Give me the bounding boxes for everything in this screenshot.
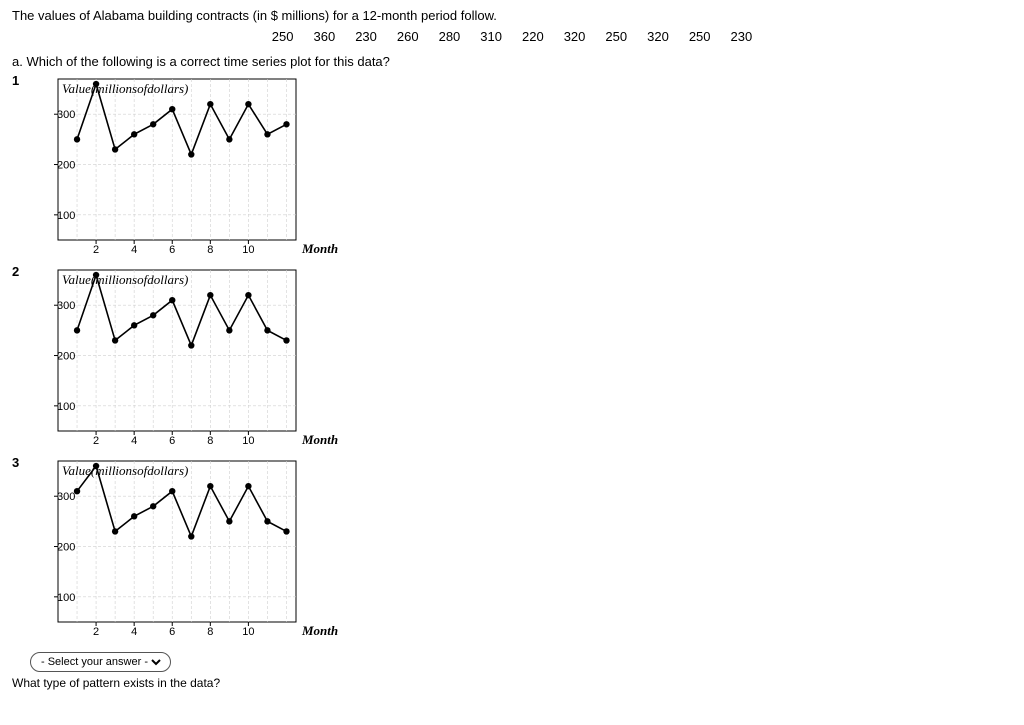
data-value: 310 bbox=[480, 29, 502, 44]
time-series-chart: 100 200 300 2 4 6 8 10 Value(millionsofdollars) M… bbox=[30, 455, 350, 640]
svg-text:8: 8 bbox=[207, 435, 213, 447]
data-values-row: 250 360 230 260 280 310 220 320 250 320 250 230 bbox=[12, 29, 1012, 44]
svg-text:Value(millionsofdollars): Value(millionsofdollars) bbox=[62, 272, 188, 287]
chart-number: 2 bbox=[12, 264, 30, 279]
data-value: 260 bbox=[397, 29, 419, 44]
svg-text:100: 100 bbox=[57, 401, 75, 413]
svg-text:4: 4 bbox=[131, 244, 137, 256]
data-value: 250 bbox=[272, 29, 294, 44]
answer-select[interactable]: - Select your answer - bbox=[37, 655, 164, 669]
svg-text:8: 8 bbox=[207, 244, 213, 256]
data-value: 230 bbox=[731, 29, 753, 44]
intro-text: The values of Alabama building contracts… bbox=[12, 8, 1012, 23]
svg-text:200: 200 bbox=[57, 160, 75, 172]
svg-text:4: 4 bbox=[131, 626, 137, 638]
chart-number: 3 bbox=[12, 455, 30, 470]
svg-text:300: 300 bbox=[57, 300, 75, 312]
svg-text:6: 6 bbox=[169, 244, 175, 256]
svg-text:6: 6 bbox=[169, 435, 175, 447]
svg-text:Value(millionsofdollars): Value(millionsofdollars) bbox=[62, 81, 188, 96]
data-value: 250 bbox=[605, 29, 627, 44]
data-value: 230 bbox=[355, 29, 377, 44]
chart-block: 3 100 200 300 2 4 6 8 10 Value(millionsofdollars)… bbox=[12, 455, 1012, 640]
charts-container: 1 100 200 300 2 4 6 8 10 Value(millionsofdollars)… bbox=[12, 73, 1012, 640]
svg-text:2: 2 bbox=[93, 626, 99, 638]
svg-text:10: 10 bbox=[242, 435, 254, 447]
svg-text:100: 100 bbox=[57, 592, 75, 604]
question-a: a. Which of the following is a correct t… bbox=[12, 54, 1012, 69]
svg-text:6: 6 bbox=[169, 626, 175, 638]
svg-text:Value(millionsofdollars): Value(millionsofdollars) bbox=[62, 463, 188, 478]
svg-text:200: 200 bbox=[57, 351, 75, 363]
chart-block: 1 100 200 300 2 4 6 8 10 Value(millionsofdollars)… bbox=[12, 73, 1012, 258]
svg-text:200: 200 bbox=[57, 542, 75, 554]
time-series-chart: 100 200 300 2 4 6 8 10 Value(millionsofdollars) M… bbox=[30, 264, 350, 449]
svg-text:2: 2 bbox=[93, 244, 99, 256]
cutoff-question: What type of pattern exists in the data? bbox=[12, 676, 1012, 690]
svg-text:Month: Month bbox=[301, 241, 338, 256]
svg-text:100: 100 bbox=[57, 210, 75, 222]
svg-text:Month: Month bbox=[301, 623, 338, 638]
chart-number: 1 bbox=[12, 73, 30, 88]
chart-block: 2 100 200 300 2 4 6 8 10 Value(millionsofdollars)… bbox=[12, 264, 1012, 449]
svg-text:Month: Month bbox=[301, 432, 338, 447]
answer-select-wrap[interactable]: - Select your answer - bbox=[30, 652, 171, 672]
svg-text:8: 8 bbox=[207, 626, 213, 638]
svg-text:4: 4 bbox=[131, 435, 137, 447]
time-series-chart: 100 200 300 2 4 6 8 10 Value(millionsofdollars) M… bbox=[30, 73, 350, 258]
svg-text:2: 2 bbox=[93, 435, 99, 447]
svg-text:10: 10 bbox=[242, 244, 254, 256]
data-value: 250 bbox=[689, 29, 711, 44]
svg-text:300: 300 bbox=[57, 491, 75, 503]
data-value: 320 bbox=[647, 29, 669, 44]
svg-text:10: 10 bbox=[242, 626, 254, 638]
data-value: 280 bbox=[439, 29, 461, 44]
svg-text:300: 300 bbox=[57, 109, 75, 121]
data-value: 220 bbox=[522, 29, 544, 44]
data-value: 320 bbox=[564, 29, 586, 44]
data-value: 360 bbox=[313, 29, 335, 44]
